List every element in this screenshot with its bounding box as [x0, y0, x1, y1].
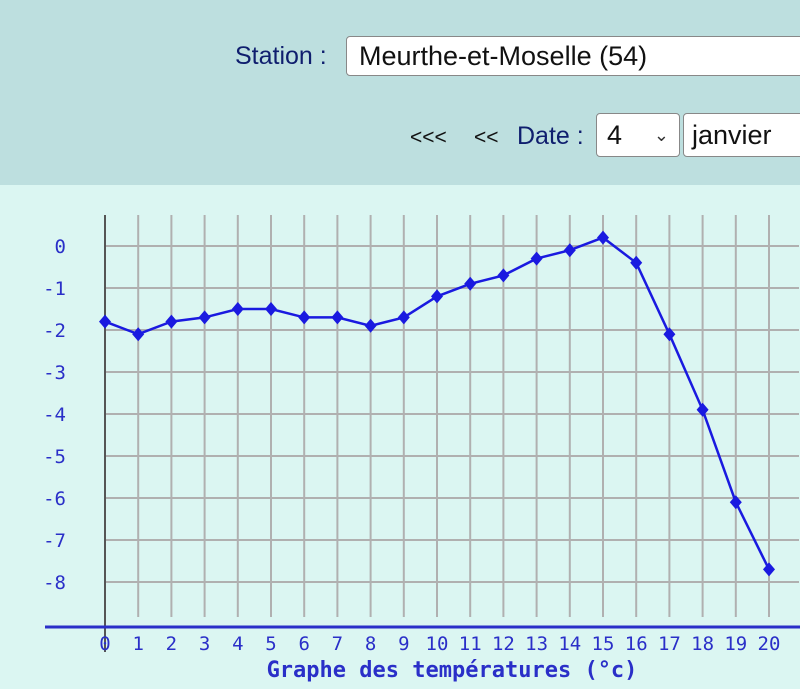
y-tick-label: -5 — [43, 446, 66, 468]
station-select[interactable]: Meurthe-et-Moselle (54) — [346, 36, 800, 76]
y-tick-label: 0 — [55, 236, 66, 258]
x-tick-label: 8 — [365, 633, 376, 655]
x-tick-label: 9 — [398, 633, 409, 655]
month-value: janvier — [692, 120, 772, 150]
data-point-marker — [530, 251, 543, 266]
y-tick-label: -6 — [43, 488, 66, 510]
data-point-marker — [265, 302, 277, 316]
data-point-marker — [696, 402, 709, 417]
x-tick-label: 13 — [525, 633, 548, 655]
data-point-marker — [331, 310, 344, 325]
x-tick-label: 15 — [592, 633, 615, 655]
x-tick-label: 5 — [265, 633, 276, 655]
data-point-marker — [663, 327, 676, 342]
data-point-marker — [298, 310, 311, 325]
data-point-marker — [763, 562, 775, 577]
x-tick-label: 20 — [758, 633, 781, 655]
x-tick-label: 19 — [724, 633, 747, 655]
x-tick-label: 14 — [558, 633, 581, 655]
chart-title: Graphe des températures (°c) — [267, 658, 638, 683]
y-tick-label: -4 — [43, 404, 66, 426]
nav-back-far-link[interactable]: <<< — [410, 126, 447, 149]
y-tick-label: -3 — [43, 362, 66, 384]
date-label: Date : — [517, 122, 584, 150]
data-point-marker — [364, 318, 377, 333]
x-tick-label: 6 — [298, 633, 309, 655]
month-select[interactable]: janvier — [683, 113, 800, 157]
data-point-marker — [198, 310, 211, 325]
x-tick-label: 7 — [332, 633, 343, 655]
data-point-marker — [464, 276, 477, 291]
x-tick-label: 2 — [166, 633, 177, 655]
x-tick-label: 3 — [199, 633, 210, 655]
x-tick-label: 16 — [625, 633, 648, 655]
data-point-marker — [397, 310, 410, 325]
station-label: Station : — [235, 42, 327, 70]
x-tick-label: 12 — [492, 633, 515, 655]
data-point-marker — [165, 314, 178, 329]
x-tick-label: 10 — [426, 633, 449, 655]
chevron-down-icon: ⌄ — [653, 125, 669, 145]
station-value: Meurthe-et-Moselle (54) — [359, 41, 648, 71]
data-point-marker — [431, 289, 443, 304]
data-point-marker — [132, 327, 145, 342]
nav-back-link[interactable]: << — [474, 126, 499, 149]
x-tick-label: 4 — [232, 633, 243, 655]
x-tick-label: 1 — [132, 633, 143, 655]
data-point-marker — [99, 314, 111, 329]
data-point-marker — [497, 268, 510, 283]
data-point-marker — [231, 302, 244, 316]
data-point-marker — [729, 495, 742, 510]
y-tick-label: -1 — [43, 278, 66, 300]
day-value: 4 — [607, 120, 623, 150]
data-point-marker — [597, 230, 609, 245]
y-tick-label: -2 — [43, 320, 66, 342]
header-panel: Station : Meurthe-et-Moselle (54) <<< <<… — [0, 0, 800, 185]
day-select[interactable]: 4 ⌄ — [596, 113, 680, 157]
x-tick-label: 17 — [658, 633, 681, 655]
temperature-chart: 0 1 2 3 4 5 6 7 8 9 10 11 12 13 14 15 16 17 18 19 200-1-2-3-… — [43, 215, 800, 683]
x-tick-label: 11 — [459, 633, 482, 655]
x-tick-label: 0 — [99, 633, 110, 655]
data-point-marker — [630, 255, 643, 270]
y-tick-label: -7 — [43, 530, 66, 552]
y-tick-label: -8 — [43, 572, 66, 594]
x-tick-label: 18 — [691, 633, 714, 655]
